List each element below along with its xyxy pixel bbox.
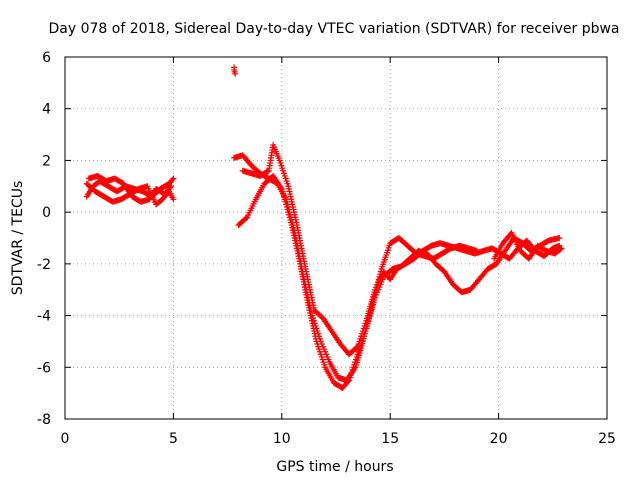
y-axis-label: SDTVAR / TECUs — [10, 181, 26, 296]
x-tick-label: 15 — [381, 431, 399, 447]
data-point — [170, 175, 177, 182]
data-point — [558, 245, 565, 252]
data-point — [344, 378, 351, 385]
grid — [65, 57, 607, 419]
series-isolated-points — [231, 64, 239, 77]
data-point — [232, 70, 239, 77]
x-axis-label: GPS time / hours — [276, 459, 393, 475]
y-tick-label: -4 — [37, 309, 51, 325]
plot-frame — [64, 56, 608, 420]
series-arc-3-early-group-c — [85, 172, 175, 205]
axes: 0 5 10 15 20 25 -8 -6 -4 -2 0 2 4 6 — [37, 50, 616, 447]
data-point — [170, 196, 177, 203]
data-point — [169, 176, 176, 183]
x-tick-label: 20 — [490, 431, 508, 447]
data-points — [83, 64, 565, 391]
y-tick-label: 0 — [42, 205, 51, 221]
data-point — [168, 183, 175, 190]
data-point — [557, 246, 564, 253]
y-tick-label: 4 — [42, 102, 51, 118]
series-arc-7-late-group — [491, 229, 565, 262]
data-point — [264, 168, 271, 175]
x-tick-label: 25 — [598, 431, 616, 447]
data-point — [167, 184, 174, 191]
y-tick-label: -8 — [37, 412, 51, 428]
data-point — [556, 235, 563, 241]
y-tick-label: 6 — [42, 50, 51, 66]
data-point — [243, 215, 250, 222]
x-tick-label: 5 — [169, 431, 178, 447]
y-tick-label: -6 — [37, 360, 51, 376]
x-tick-label: 10 — [273, 431, 291, 447]
x-tick-label: 0 — [61, 431, 70, 447]
y-tick-label: 2 — [42, 153, 51, 169]
data-point — [353, 344, 360, 351]
y-tick-label: -2 — [37, 257, 51, 273]
chart-title: Day 078 of 2018, Sidereal Day-to-day VTE… — [48, 21, 619, 37]
series-arc-6-shallow-trough — [239, 141, 563, 358]
